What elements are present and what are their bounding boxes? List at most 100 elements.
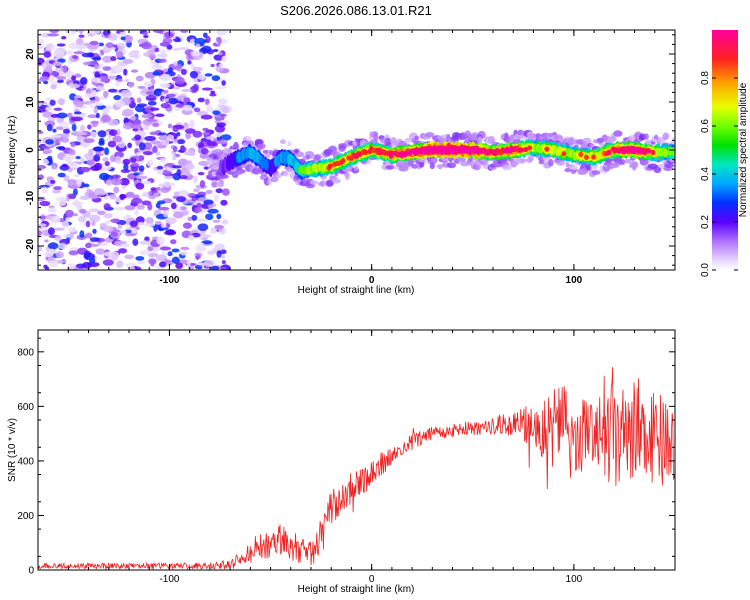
noise-blob [120,89,132,98]
noise-blob [38,223,47,228]
noise-blob [64,209,74,218]
noise-blob [84,254,90,260]
halo-blob [306,154,311,159]
noise-blob [76,131,88,136]
noise-blob [175,63,183,72]
halo-blob [424,131,435,138]
noise-blob [102,107,110,114]
snr-axes: -100 0 100 0 200 400 600 800 [17,330,675,585]
noise-blob [160,102,171,109]
noise-blob [102,66,112,71]
halo-blob [429,162,435,170]
noise-blob [94,190,107,196]
noise-blob [74,111,82,115]
noise-blob [76,135,86,143]
noise-blob [117,42,126,51]
halo-blob [509,158,514,163]
noise-blob [73,213,78,217]
noise-blob [152,71,161,76]
ridge-blob [544,146,550,152]
noise-blob [42,111,53,118]
noise-blob [68,226,77,233]
noise-blob [205,35,211,44]
noise-blob [61,35,67,40]
noise-blob [199,180,206,188]
noise-blob [137,261,146,265]
noise-blob [219,113,227,117]
noise-blob [139,240,151,245]
noise-blob [45,106,53,111]
ridge-blob [646,148,652,154]
noise-blob [145,217,154,225]
noise-blob [63,234,71,238]
noise-blob [170,202,177,210]
noise-blob [109,194,117,200]
noise-blob [79,208,87,214]
noise-blob [80,166,91,171]
noise-blob [116,128,121,136]
noise-blob [207,208,219,214]
halo-blob [393,165,399,170]
noise-blob [159,82,171,89]
noise-blob [135,175,148,180]
noise-blob [188,234,195,241]
chart-title: S206.2026.086.13.01.R21 [280,3,432,18]
halo-blob [528,153,534,162]
noise-blob [110,177,123,186]
noise-blob [159,42,171,47]
noise-blob [149,131,158,136]
noise-blob [53,107,63,111]
snr-x-axis-label: Height of straight line (km) [298,584,415,595]
noise-blob [123,68,128,76]
noise-blob [111,174,121,179]
noise-blob [215,132,222,138]
noise-blob [150,140,162,145]
noise-blob [207,250,215,256]
noise-blob [108,88,118,93]
noise-blob [68,149,76,156]
noise-blob [48,260,59,268]
noise-blob [70,142,76,148]
noise-blob [102,259,114,266]
noise-blob [165,217,177,225]
noise-blob [196,202,202,209]
snr-panel: -100 0 100 0 200 400 600 800 Height of straight… [7,329,676,595]
noise-blob [139,249,152,256]
noise-blob [189,38,196,45]
noise-blob [119,194,127,199]
noise-blob [80,76,88,85]
noise-blob [167,123,173,129]
noise-blob [123,163,129,171]
ridge-blob [561,151,567,157]
spectrogram-x-axis-label: Height of straight line (km) [298,285,415,296]
noise-blob [117,141,126,149]
noise-blob [201,45,212,53]
noise-blob [195,43,201,48]
noise-blob [104,220,111,225]
noise-blob [95,248,106,255]
noise-blob [117,78,124,83]
noise-blob [51,166,57,170]
noise-blob [199,153,209,159]
noise-blob [221,254,226,259]
noise-blob [90,243,100,247]
noise-blob [205,136,217,140]
noise-blob [112,135,123,143]
halo-blob [414,135,420,141]
noise-blob [172,145,178,153]
noise-blob [61,221,70,229]
noise-blob [120,36,126,41]
ridge-blob [363,149,368,156]
noise-blob [188,119,195,128]
noise-blob [49,30,59,34]
halo-blob [582,137,592,145]
noise-blob [127,82,134,88]
noise-blob [197,142,204,150]
noise-blob [191,197,197,202]
y-tick-label: 600 [17,402,34,413]
noise-blob [199,242,204,247]
noise-blob [56,112,68,119]
noise-blob [71,116,84,122]
noise-blob [44,120,56,127]
